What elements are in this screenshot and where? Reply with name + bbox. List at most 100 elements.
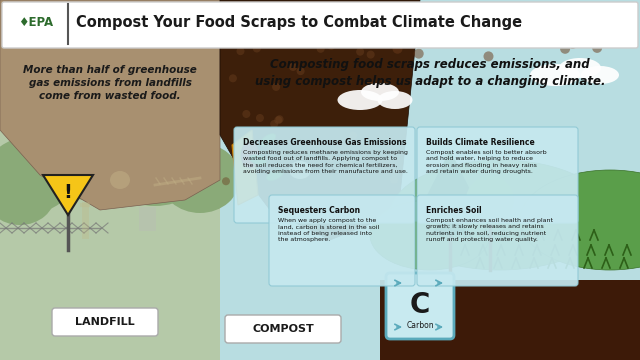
Ellipse shape	[361, 83, 399, 101]
Circle shape	[598, 33, 608, 43]
Ellipse shape	[466, 176, 514, 224]
FancyBboxPatch shape	[52, 308, 158, 336]
Circle shape	[392, 44, 403, 54]
Ellipse shape	[267, 170, 284, 181]
Circle shape	[356, 22, 364, 30]
Text: Composting food scraps reduces emissions, and
using compost helps us adapt to a : Composting food scraps reduces emissions…	[255, 58, 605, 88]
Text: Compost enables soil to better absorb
and hold water, helping to reduce
erosion : Compost enables soil to better absorb an…	[426, 150, 547, 174]
Circle shape	[270, 120, 278, 128]
Ellipse shape	[520, 170, 640, 270]
Circle shape	[460, 36, 470, 46]
Circle shape	[340, 98, 349, 107]
Circle shape	[603, 19, 613, 29]
Circle shape	[276, 115, 284, 123]
Circle shape	[440, 8, 450, 18]
Circle shape	[246, 175, 253, 183]
Ellipse shape	[30, 110, 150, 200]
Text: Enriches Soil: Enriches Soil	[426, 206, 482, 215]
Ellipse shape	[0, 165, 55, 225]
Polygon shape	[428, 165, 472, 220]
Text: COMPOST: COMPOST	[252, 324, 314, 334]
Circle shape	[511, 30, 520, 40]
Text: !: !	[63, 184, 72, 202]
Circle shape	[390, 169, 399, 177]
Ellipse shape	[110, 171, 130, 189]
FancyBboxPatch shape	[269, 195, 415, 286]
Text: C: C	[410, 291, 430, 319]
Circle shape	[328, 35, 336, 43]
Text: When we apply compost to the
land, carbon is stored in the soil
instead of being: When we apply compost to the land, carbo…	[278, 218, 380, 242]
Ellipse shape	[378, 91, 413, 109]
FancyBboxPatch shape	[139, 207, 156, 231]
Text: Composting reduces methane emissions by keeping
wasted food out of landfills. Ap: Composting reduces methane emissions by …	[243, 150, 408, 174]
Polygon shape	[232, 130, 258, 205]
Ellipse shape	[337, 90, 383, 110]
Circle shape	[229, 74, 237, 82]
Ellipse shape	[160, 143, 240, 213]
Circle shape	[327, 42, 335, 50]
Circle shape	[324, 16, 333, 24]
Circle shape	[560, 44, 570, 54]
Circle shape	[367, 51, 374, 59]
Circle shape	[253, 45, 261, 53]
Polygon shape	[422, 150, 478, 205]
Text: Decreases Greenhouse Gas Emissions: Decreases Greenhouse Gas Emissions	[243, 138, 406, 147]
Ellipse shape	[530, 64, 580, 86]
Polygon shape	[220, 0, 420, 240]
Circle shape	[248, 39, 256, 47]
Circle shape	[317, 45, 324, 53]
Ellipse shape	[390, 160, 610, 270]
Text: Compost enhances soil health and plant
growth; it slowly releases and retains
nu: Compost enhances soil health and plant g…	[426, 218, 553, 242]
Polygon shape	[432, 190, 468, 235]
FancyBboxPatch shape	[2, 2, 638, 48]
Circle shape	[356, 48, 364, 56]
Ellipse shape	[581, 66, 619, 84]
Polygon shape	[43, 175, 93, 215]
Circle shape	[243, 110, 250, 118]
Text: Builds Climate Resilience: Builds Climate Resilience	[426, 138, 535, 147]
Circle shape	[349, 132, 357, 140]
Circle shape	[266, 145, 275, 153]
Ellipse shape	[0, 137, 75, 213]
Text: Sequesters Carbon: Sequesters Carbon	[278, 206, 360, 215]
Circle shape	[284, 30, 292, 38]
Circle shape	[275, 116, 282, 124]
Polygon shape	[380, 280, 640, 360]
Ellipse shape	[260, 134, 276, 147]
Ellipse shape	[559, 58, 601, 78]
Circle shape	[301, 171, 309, 179]
Text: Compost Your Food Scraps to Combat Climate Change: Compost Your Food Scraps to Combat Clima…	[76, 15, 522, 31]
Circle shape	[237, 47, 244, 55]
FancyBboxPatch shape	[417, 195, 578, 286]
Polygon shape	[0, 46, 220, 360]
FancyBboxPatch shape	[234, 127, 415, 223]
Text: More than half of greenhouse
gas emissions from landfills
come from wasted food.: More than half of greenhouse gas emissio…	[23, 65, 197, 102]
Circle shape	[366, 81, 374, 89]
Circle shape	[460, 24, 470, 34]
Circle shape	[275, 27, 282, 35]
Circle shape	[345, 159, 353, 167]
Circle shape	[222, 177, 230, 185]
Ellipse shape	[370, 200, 490, 270]
Text: ♦EPA: ♦EPA	[18, 17, 53, 30]
Circle shape	[568, 39, 577, 49]
Circle shape	[256, 114, 264, 122]
Circle shape	[272, 83, 280, 91]
Circle shape	[296, 67, 305, 75]
Circle shape	[483, 51, 493, 61]
Ellipse shape	[241, 142, 259, 168]
Ellipse shape	[289, 161, 311, 179]
Circle shape	[413, 49, 424, 59]
FancyBboxPatch shape	[225, 315, 341, 343]
Circle shape	[391, 10, 401, 20]
Text: Carbon: Carbon	[406, 320, 434, 329]
Circle shape	[592, 43, 602, 53]
Circle shape	[326, 155, 334, 163]
Ellipse shape	[105, 130, 205, 206]
FancyBboxPatch shape	[386, 273, 454, 339]
Text: LANDFILL: LANDFILL	[75, 317, 135, 327]
FancyBboxPatch shape	[417, 127, 578, 223]
Circle shape	[390, 176, 398, 184]
Circle shape	[289, 63, 297, 71]
Ellipse shape	[250, 155, 267, 165]
